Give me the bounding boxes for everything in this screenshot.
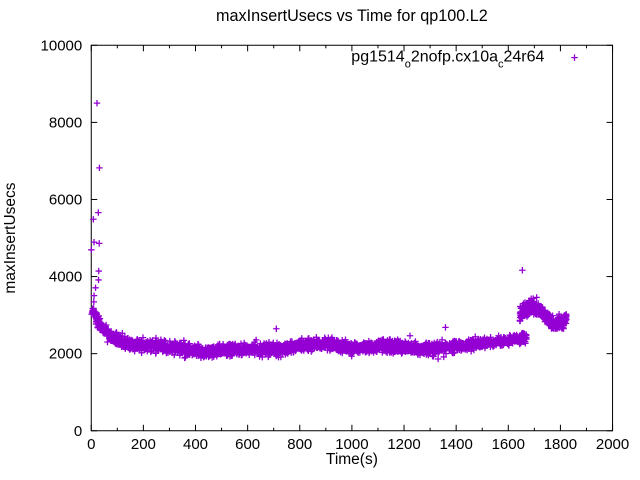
svg-text:10000: 10000	[41, 37, 83, 54]
svg-text:2000: 2000	[49, 346, 82, 363]
svg-text:800: 800	[287, 436, 312, 453]
svg-text:1200: 1200	[387, 436, 420, 453]
svg-text:600: 600	[235, 436, 260, 453]
svg-text:maxInsertUsecs vs Time for qp1: maxInsertUsecs vs Time for qp100.L2	[216, 7, 488, 25]
svg-text:1800: 1800	[544, 436, 577, 453]
svg-text:0: 0	[87, 436, 95, 453]
svg-text:1600: 1600	[492, 436, 525, 453]
svg-text:0: 0	[74, 423, 82, 440]
svg-text:6000: 6000	[49, 191, 82, 208]
svg-text:400: 400	[183, 436, 208, 453]
svg-text:2000: 2000	[596, 436, 629, 453]
svg-text:4000: 4000	[49, 269, 82, 286]
svg-text:1400: 1400	[439, 436, 472, 453]
svg-text:8000: 8000	[49, 114, 82, 131]
svg-text:pg1514o2nofp.cx10ac24r64: pg1514o2nofp.cx10ac24r64	[351, 49, 544, 71]
svg-text:200: 200	[131, 436, 156, 453]
svg-text:Time(s): Time(s)	[326, 451, 378, 468]
svg-text:maxInsertUsecs: maxInsertUsecs	[2, 182, 19, 293]
